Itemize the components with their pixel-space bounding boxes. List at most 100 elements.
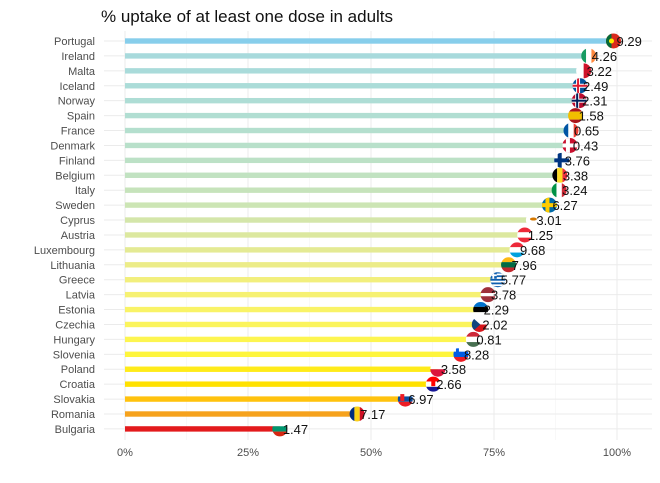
bar: [125, 97, 580, 104]
category-label: Ireland: [61, 51, 95, 63]
flag-denmark: [562, 137, 578, 153]
flag-france: [563, 123, 579, 139]
value-label: 6.97: [408, 392, 433, 407]
flag-hungary: [465, 331, 481, 347]
x-tick-label: 0%: [117, 447, 133, 459]
flag-croatia: [425, 376, 441, 392]
flag-iceland: [572, 78, 588, 94]
flag-fill: [480, 287, 496, 303]
category-label: Sweden: [55, 200, 95, 212]
flag-luxembourg: [509, 242, 525, 258]
flag-ireland: [581, 48, 597, 64]
category-label: Bulgaria: [55, 424, 96, 436]
flag-fill: [501, 257, 517, 273]
flag-part: [581, 48, 587, 64]
flag-part: [583, 63, 592, 79]
flag-part: [490, 273, 506, 276]
bar: [125, 321, 480, 328]
flag-part: [517, 237, 533, 243]
flag-fill: [563, 123, 579, 139]
flag-estonia: [473, 302, 489, 318]
bar: [125, 38, 614, 44]
flag-part: [471, 316, 487, 325]
flag-slovakia: [397, 391, 413, 407]
flag-part: [576, 63, 584, 79]
flag-part: [354, 406, 360, 422]
value-label: 3.24: [562, 183, 587, 198]
bar: [125, 426, 280, 432]
flag-fill: [471, 316, 487, 332]
flag-layer: [272, 33, 622, 437]
flag-part: [568, 123, 574, 139]
flag-fill: [541, 197, 557, 213]
flag-part: [576, 93, 579, 109]
category-label: Italy: [75, 185, 96, 197]
bar: [125, 277, 498, 283]
flag-fill: [572, 78, 588, 94]
flag-norway: [571, 93, 587, 109]
flag-part: [571, 99, 587, 102]
category-label: Spain: [67, 111, 95, 123]
bar: [125, 53, 589, 59]
flag-part: [606, 33, 612, 49]
bar: [125, 83, 581, 89]
category-label-layer: Portugal Ireland Malta Iceland Norway Spain Fr…: [34, 36, 96, 436]
flag-fill: [568, 108, 584, 124]
flag-fill: [554, 152, 570, 168]
flag-fill: [453, 346, 469, 362]
flag-greece: [490, 272, 506, 288]
x-tick-label: 100%: [603, 447, 631, 459]
flag-part: [465, 331, 481, 337]
flag-part: [431, 381, 436, 387]
flag-part: [473, 302, 489, 307]
flag-part: [490, 277, 506, 279]
value-label-layer: 9.294.263.222.492.311.580.650.433.763.38…: [283, 34, 642, 437]
value-label: 2.29: [484, 303, 509, 318]
value-label: 3.38: [563, 168, 588, 183]
category-label: Austria: [61, 230, 96, 242]
flag-part: [490, 284, 506, 287]
flag-fill: [490, 272, 506, 288]
bar: [125, 381, 434, 387]
flag-part: [471, 324, 487, 332]
bar: [125, 142, 570, 149]
value-label: 1.25: [528, 228, 553, 243]
flag-part: [586, 48, 592, 64]
x-tick-label-layer: 0% 25% 50% 75% 100%: [117, 447, 631, 459]
flag-part: [272, 421, 288, 427]
chart-title: % uptake of at least one dose in adults: [101, 7, 393, 26]
bar-layer: [125, 38, 614, 432]
flag-part: [517, 232, 533, 238]
bar: [125, 157, 562, 164]
flag-part: [272, 426, 288, 432]
flag-fill: [525, 212, 541, 228]
bar: [125, 172, 560, 178]
category-label: Slovenia: [53, 349, 96, 361]
category-label: Czechia: [55, 319, 96, 331]
value-label: 0.81: [476, 332, 501, 347]
value-label: 2.02: [482, 317, 507, 332]
value-label: 3.76: [565, 153, 590, 168]
category-label: Greece: [59, 275, 95, 287]
flag-part: [397, 396, 413, 402]
flag-bulgaria: [272, 421, 288, 437]
bar: [125, 217, 534, 223]
flag-part: [517, 227, 533, 233]
flag-fill: [397, 391, 413, 407]
category-label: Iceland: [60, 81, 95, 93]
flag-fill: [576, 63, 592, 79]
flag-part: [480, 293, 496, 297]
bar: [125, 262, 509, 268]
category-label: Estonia: [58, 305, 96, 317]
flag-romania: [349, 406, 365, 422]
value-label: 7.96: [512, 258, 537, 273]
category-label: Latvia: [66, 290, 96, 302]
bar: [125, 411, 358, 417]
flag-part: [453, 346, 469, 352]
flag-part: [529, 217, 537, 221]
category-label: Lithuania: [50, 260, 96, 272]
bar: [125, 127, 571, 134]
flag-part: [359, 406, 365, 422]
flag-italy: [551, 182, 567, 198]
flag-part: [453, 356, 469, 362]
